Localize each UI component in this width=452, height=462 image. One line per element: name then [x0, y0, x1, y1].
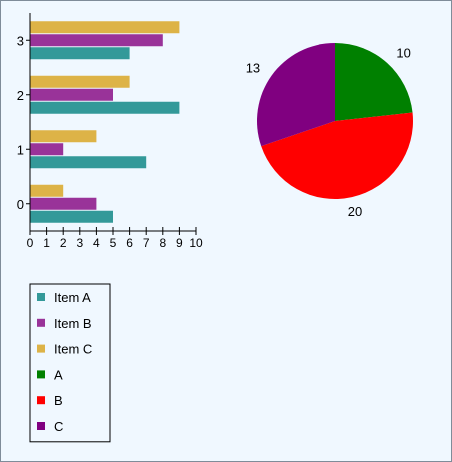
x-tick-label: 5: [110, 236, 117, 250]
x-tick-label: 8: [159, 236, 166, 250]
bar-item-b-cat-3: [30, 34, 163, 47]
bar-item-a-cat-2: [30, 101, 180, 114]
bar-item-a-cat-0: [30, 210, 113, 223]
legend-swatch: [37, 293, 45, 301]
pie-label-a: 10: [396, 45, 410, 60]
x-tick-label: 3: [76, 236, 83, 250]
legend-label: Item C: [54, 342, 92, 357]
bar-item-c-cat-2: [30, 75, 130, 88]
legend-label: Item A: [54, 290, 91, 305]
legend: Item A Item B Item C ABC: [29, 283, 111, 443]
legend-swatch: [37, 422, 45, 430]
legend-swatch: [37, 344, 45, 353]
legend-label: C: [54, 419, 63, 434]
bar-item-a-cat-1: [30, 156, 147, 169]
legend-box: [29, 283, 111, 443]
y-tick-label: 0: [17, 197, 24, 212]
pie-slice-b: [261, 112, 414, 200]
bar-item-b-cat-0: [30, 197, 97, 210]
bar-item-c-cat-1: [30, 130, 97, 143]
x-tick-label: 2: [60, 236, 67, 250]
pie-slice-a: [335, 43, 413, 121]
legend-swatch: [37, 396, 45, 405]
pie-chart: 10 20 13: [246, 43, 414, 219]
bar-item-b-cat-2: [30, 88, 113, 101]
x-tick-label: 0: [27, 236, 34, 250]
legend-swatch: [37, 318, 45, 327]
x-tick-label: 7: [143, 236, 150, 250]
x-tick-label: 6: [126, 236, 133, 250]
x-tick-label: 10: [189, 236, 203, 250]
y-tick-label: 1: [17, 142, 24, 157]
x-tick-label: 1: [43, 236, 50, 250]
y-tick-label: 2: [17, 88, 24, 103]
x-tick-label: 9: [176, 236, 183, 250]
pie-slice-c: [257, 43, 335, 147]
y-tick-label: 3: [17, 33, 24, 48]
x-tick-label: 4: [93, 236, 100, 250]
bar-item-c-cat-0: [30, 184, 64, 197]
pie-label-b: 20: [348, 204, 362, 219]
pie-label-c: 13: [246, 60, 260, 75]
legend-label: B: [54, 393, 63, 408]
legend-label: A: [54, 367, 63, 382]
legend-label: Item B: [54, 316, 92, 331]
bar-item-c-cat-3: [30, 21, 180, 34]
legend-swatch: [37, 370, 45, 379]
bar-item-b-cat-1: [30, 143, 64, 156]
bar-item-a-cat-3: [30, 47, 130, 60]
